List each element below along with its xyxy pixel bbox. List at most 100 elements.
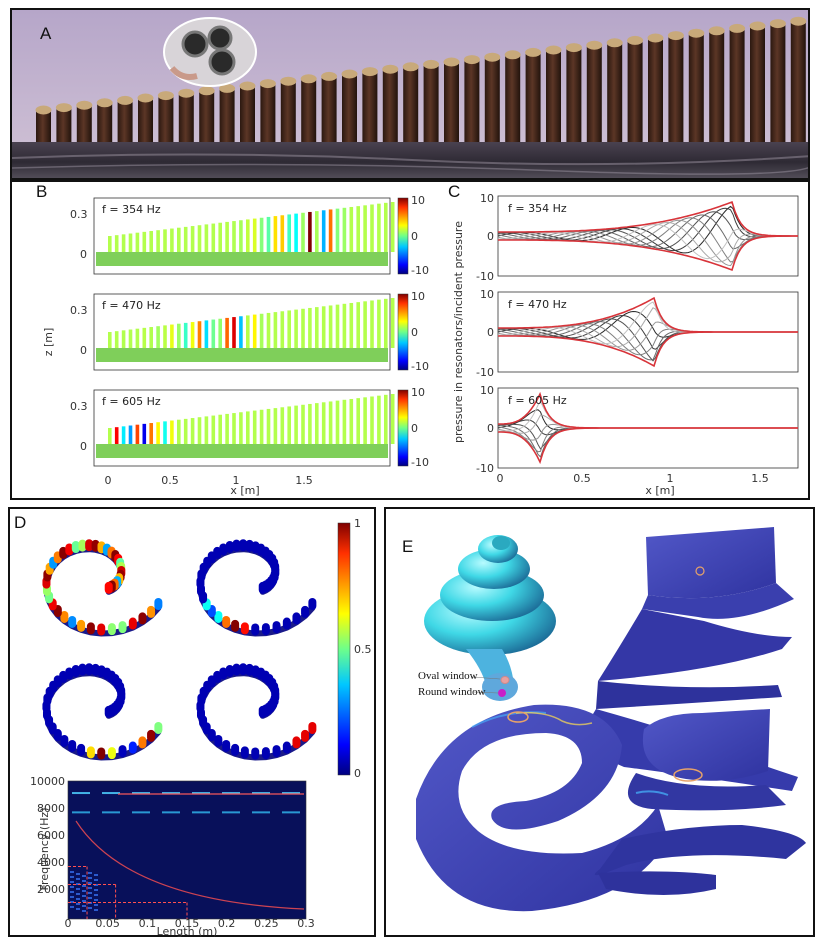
panel-a: A [10,8,810,180]
b-ytick: 0.3 [70,208,88,221]
b-resonator-bar [363,301,367,348]
resonator-tube [341,69,358,150]
d-hair-cell [85,539,94,552]
d-hair-cell [251,747,260,760]
spectro-ytick: 6000 [37,829,65,842]
spectro-ylabel: Frequency (Hz) [38,808,51,891]
b-resonator-bar [266,216,271,252]
b-colorbar: 10 0 -10 [397,194,429,277]
b-cbar-tick: 0 [411,326,418,339]
b-resonator-bar [121,330,126,348]
b-resonator-bar [356,398,360,444]
b-resonator-bar [183,418,188,444]
d-hair-cell [68,739,77,752]
resonator-tube [667,31,684,150]
b-resonator-bar [308,211,312,252]
b-resonator-bar [114,427,119,444]
b-resonator-bar [349,302,354,348]
b-resonator-bar [121,234,126,252]
b-resonator-bar [335,208,340,252]
d-hair-cell [104,705,113,718]
resonator-tube [504,50,521,150]
b-resonator-bar [211,319,216,348]
d-hair-cell [232,539,241,552]
b-xtick: 0 [105,474,112,487]
b-resonator-bar [108,428,112,444]
b-resonator-bar [349,206,354,252]
b-resonator-bar [163,421,167,444]
d-hair-cell [231,743,240,756]
resonator-tube [688,28,705,151]
b-resonator-bar [121,426,126,444]
b-resonator-bar [315,307,319,348]
d-hair-cell [77,743,86,756]
d-hair-cell [240,622,249,635]
b-freq-label: f = 354 Hz [102,203,161,216]
c-wave-line [497,217,798,263]
d-hair-cell [251,623,260,636]
d-hair-cell [222,615,231,628]
b-resonator-bar [128,425,133,444]
c-ylabel: pressure in resonators/incident pressure [452,221,465,443]
b-resonator-bar [321,306,326,348]
b-resonator-bar [135,232,140,252]
resonator-tube [300,74,317,150]
b-resonator-bar [190,226,195,252]
b-resonator-bar [377,299,381,348]
b-resonator-bar [142,327,147,348]
b-resonator-bar [218,318,222,348]
c-xtick: 0.5 [573,472,591,485]
b-resonator-bar [142,423,147,444]
d-hair-cell [308,722,317,735]
d-hair-cell [308,598,317,611]
panel-b-plots: z [m] x [m] 100-10f = 354 Hz0.30100-10f … [42,194,429,497]
resonator-tube [647,33,664,150]
resonator-tube [35,105,52,150]
d-hair-cell [60,610,69,623]
d-hair-cell [225,540,234,553]
b-resonator-bar [197,321,202,348]
b-resonator-bar [156,422,160,444]
d-hair-cell [258,705,267,718]
b-resonator-bar [225,221,229,252]
b-resonator-bar [225,413,229,444]
b-resonator-bar [204,416,209,444]
d-spiral [42,539,163,637]
b-resonator-bar [259,313,264,348]
b-cbar-tick: -10 [411,456,429,469]
b-resonator-bar [190,418,195,444]
b-resonator-bar [370,396,374,444]
spectro-band [102,792,120,795]
c-xtick: 0 [497,472,504,485]
b-resonator-bar [252,314,257,348]
c-xlabel: x [m] [645,484,674,497]
membrane-bottom-right [594,709,806,895]
spectro-band [132,811,150,814]
d-hair-cell [77,619,86,632]
panel-letter-d: D [14,513,27,532]
b-resonator-bar [328,401,333,444]
c-subplot: f = 470 Hz 10 0 -10 [476,288,799,379]
spectro-band [162,811,180,814]
b-resonator-bar [287,406,291,444]
d-spiral [196,663,317,761]
spectro-ytick: 8000 [37,802,65,815]
resonator-tubes [35,16,807,151]
b-resonator-bar [183,226,188,252]
b-resonator-bar [177,323,181,348]
b-resonator-bar [294,309,298,348]
d-cbar-tick-mid: 0.5 [354,643,372,656]
resonator-tube [423,59,440,150]
b-ytick: 0.3 [70,400,88,413]
resonator-tube [198,86,215,150]
d-hair-cell [214,734,223,747]
c-ytick: -10 [476,366,494,379]
resonator-tube [729,23,746,150]
b-ytick: 0 [80,440,87,453]
b-colorbar: 10 0 -10 [397,386,429,469]
b-resonator-bar [239,316,243,348]
resonator-tube [708,26,725,150]
d-hair-cell [97,623,106,636]
resonator-tube [382,64,399,150]
resonator-tube [463,55,480,150]
